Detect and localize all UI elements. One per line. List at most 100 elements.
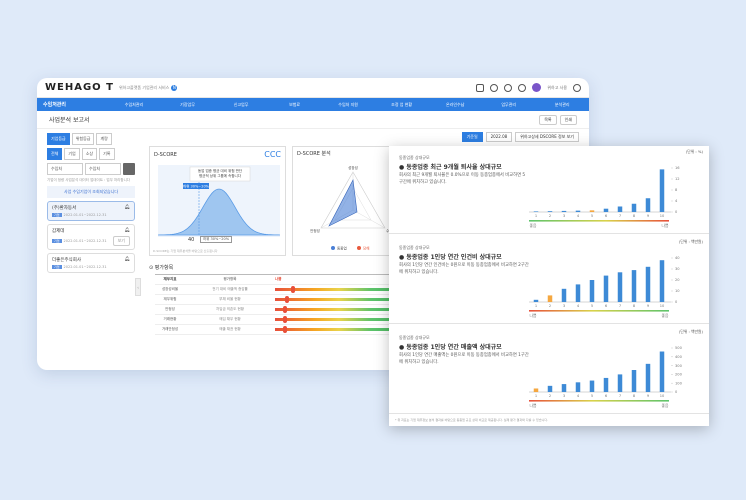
scale-gradient [529, 400, 669, 402]
x-tick-label: 3 [563, 304, 565, 308]
left-column: 기업등급 위험등급 계량 전체 기업 소상 기록 수임처 수임처 기업이 정량 … [47, 133, 135, 276]
wehago-logo[interactable]: WEHAGO T [45, 82, 114, 93]
bar [645, 266, 651, 302]
bar [631, 203, 637, 212]
view-button[interactable]: 보기 [112, 236, 130, 246]
bar [617, 272, 623, 302]
date-button[interactable]: 기준일 [461, 132, 483, 142]
x-tick-label: 4 [577, 394, 580, 398]
row-gauge [275, 296, 435, 303]
section-desc: 회사의 최근 9개월 퇴사율은 0.0%으로 이동 동종업종에서 비교하면 5구… [399, 173, 526, 185]
date-select[interactable]: 2022.08 [485, 132, 513, 142]
help-icon[interactable] [518, 83, 527, 92]
table-row: 재무위험 부채 비율 현황 [155, 295, 435, 305]
row-gauge [275, 316, 435, 323]
bar [561, 288, 567, 302]
profile-icon[interactable] [573, 83, 581, 92]
panel-footnote: * 위 지표는 기업 재무정보 분석 결과를 바탕으로 동종업 규모 상대 비교… [395, 418, 549, 422]
company-item[interactable]: (주)환자동서 🔔︎ 기업 2022.01.01~2022.12.31 [47, 201, 135, 221]
nav-item-8[interactable]: 업무관리 [501, 101, 517, 107]
bar [589, 380, 595, 392]
company-period: 2022.01.01~2022.12.31 [63, 265, 107, 269]
settings-icon[interactable] [504, 83, 513, 92]
tab-record[interactable]: 기록 [99, 148, 115, 160]
bar [603, 208, 609, 212]
bar [659, 351, 665, 392]
company-name: (주)환자동서 [52, 206, 77, 211]
analysis-title: D-SCORE 분석 [297, 151, 331, 157]
row-item: 부채 비율 현황 [219, 297, 241, 301]
bell-icon[interactable]: 🔔︎ [124, 228, 130, 233]
client-select-2[interactable]: 수임처 [85, 163, 121, 175]
detail-link[interactable]: 위하고상세 DSCORE 정보 보기 [515, 132, 579, 142]
nav-item-5[interactable]: 수임처 지원 [338, 101, 358, 107]
bell-icon[interactable]: 🔔︎ [124, 257, 130, 262]
nav-item-9[interactable]: 분석관리 [554, 101, 570, 107]
bar [561, 384, 567, 392]
row-category: 성장성비율 [161, 287, 179, 291]
client-select-1[interactable]: 수임처 [47, 163, 83, 175]
hint-text: 기업이 정량 사업분석 데이터 업데이트 : 업무 처리합니다 [47, 178, 131, 182]
company-name: 더좋은주식회사 [52, 258, 81, 263]
x-tick-label: 1 [535, 394, 537, 398]
x-tick-label: 1 [535, 304, 537, 308]
tab-all[interactable]: 전체 [47, 148, 63, 160]
dscore-card: D-SCORE CCC 동업 업종 평균 대비 위험 판단 평균적 상위 그룹에… [149, 146, 286, 256]
tab-company[interactable]: 기업 [64, 148, 80, 160]
axis-top: 성장성 [348, 165, 358, 170]
x-tick-label: 4 [577, 214, 580, 218]
section-title: ● 동종업종 최근 9개월 퇴사율 상대규모 [399, 164, 502, 171]
y-tick-label: 500 [675, 346, 683, 350]
y-tick-label: 4 [675, 199, 678, 203]
y-tick-label: 40 [675, 256, 680, 260]
list-button[interactable]: 목록 [539, 114, 557, 125]
company-name: 갑제데 [52, 229, 65, 234]
bar [589, 210, 595, 212]
tab-metric[interactable]: 계량 [96, 133, 112, 145]
y-tick-label: 8 [675, 188, 678, 192]
score-range: 하위 30%~20% [200, 236, 233, 243]
tab-risk[interactable]: 위험등급 [71, 133, 95, 145]
nav-item-2[interactable]: 기장업무 [180, 101, 195, 107]
company-item[interactable]: 갑제데 🔔︎ 기업 2022.01.01~2022.12.31 보기 [47, 224, 135, 250]
bell-icon[interactable] [490, 83, 499, 92]
tab-small[interactable]: 소상 [81, 148, 98, 160]
bell-icon[interactable]: 🔔︎ [124, 205, 130, 210]
bar [659, 169, 665, 212]
user-name[interactable]: 위하고 사용 [547, 84, 567, 90]
tab-grade[interactable]: 기업등급 [47, 133, 70, 145]
section-title: ● 동종업종 1인당 연간 인건비 상대규모 [399, 254, 502, 261]
y-tick-label: 200 [675, 373, 683, 377]
bar [575, 210, 581, 212]
col-finance: 재무지표 [163, 277, 177, 281]
print-button[interactable]: 인쇄 [559, 114, 577, 125]
collapse-handle[interactable]: ‹ [135, 278, 141, 296]
scale-right-label: 좋음 [662, 313, 669, 318]
x-tick-label: 3 [563, 394, 565, 398]
memo-icon[interactable] [476, 83, 485, 92]
company-tag: 기업 [52, 239, 62, 243]
x-tick-label: 6 [605, 304, 608, 308]
tooltip-line-2: 평균적 상위 그룹에 속합니다 [199, 173, 242, 178]
company-tag: 기업 [52, 265, 62, 269]
avatar[interactable] [532, 83, 542, 92]
nav-item-1[interactable]: 수임처관리 [124, 101, 144, 107]
nav-item-3[interactable]: 신고업무 [233, 101, 249, 107]
row-gauge [275, 286, 435, 293]
x-tick-label: 2 [549, 304, 551, 308]
tooltip-line-1: 동업 업종 평균 대비 위험 판단 [198, 168, 243, 173]
y-tick-label: 100 [675, 381, 683, 385]
bar [617, 206, 623, 212]
panel-section: 동종업종 상대규모 ● 동종업종 1인당 연간 인건비 상대규모 회사의 1인당 연… [389, 236, 709, 324]
nav-item-0[interactable]: 수임처관리 [43, 102, 67, 108]
x-tick-label: 5 [591, 214, 593, 218]
nav-item-7[interactable]: 온라인수납 [445, 101, 465, 107]
new-badge: N [171, 84, 178, 91]
nav-item-4[interactable]: 보험료 [289, 101, 301, 107]
y-tick-label: 30 [675, 267, 680, 271]
nav-item-6[interactable]: 조정 업 현황 [391, 101, 413, 107]
company-item[interactable]: 더좋은주식회사 🔔︎ 기업 2022.01.01~2022.12.31 [47, 253, 135, 273]
unit-label: (단위 : 백만원) [678, 239, 703, 244]
search-button[interactable] [123, 163, 135, 175]
company-period: 2022.01.01~2022.12.31 [63, 239, 107, 243]
